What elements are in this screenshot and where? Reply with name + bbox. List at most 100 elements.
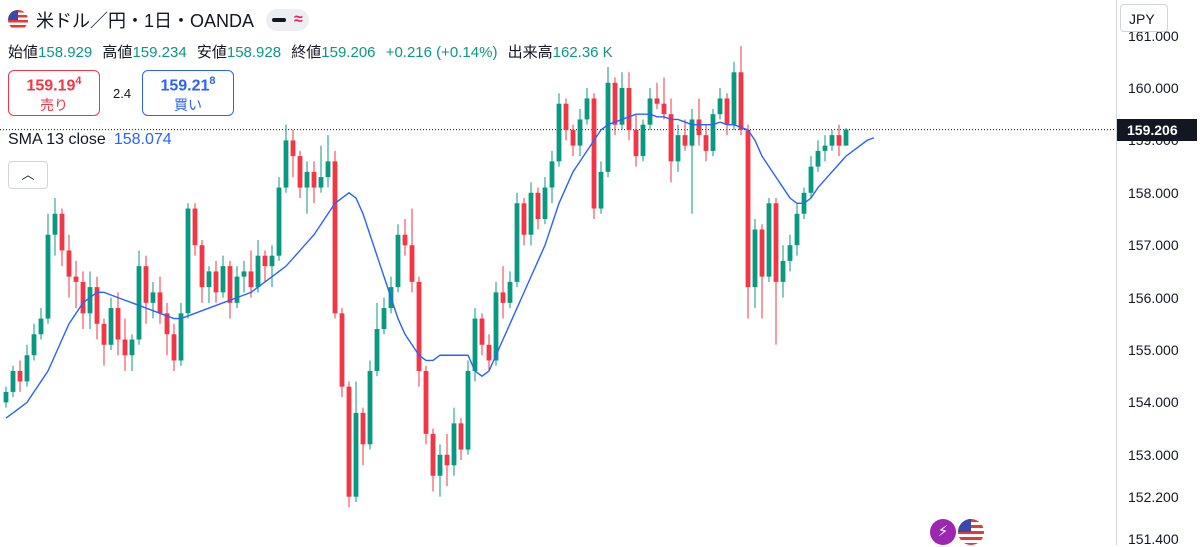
candle [304,161,310,214]
candle [731,61,737,130]
candle-body [689,119,695,146]
candle-body [633,129,639,157]
candle-body [528,192,534,235]
candle-body [444,454,450,466]
open-value: 158.929 [38,44,93,61]
buy-button[interactable]: 159.218 買い [142,70,234,116]
volume-value: 162.36 K [552,44,613,61]
candle-body [696,119,702,136]
buy-label: 買い [174,97,202,114]
price-tick-label: 155.000 [1128,342,1179,358]
candle [115,292,121,356]
candle [297,150,303,199]
candle-body [10,370,16,392]
candle [759,224,765,319]
candle-body [591,98,597,209]
candle [563,98,569,141]
candle [458,418,464,461]
candle-body [598,171,604,209]
candle-body [45,234,51,319]
us-flag-icon[interactable] [958,519,984,545]
candle [45,213,51,324]
candle-body [38,318,44,335]
candle [276,177,282,261]
candle-body [143,266,149,303]
lightning-icon[interactable]: ⚡ [930,519,956,545]
candle [171,323,177,371]
candle [241,260,247,293]
candle [157,276,163,324]
currency-button[interactable]: JPY [1120,4,1168,32]
candle [269,245,275,288]
price-tick-label: 151.400 [1128,530,1179,547]
candle [332,150,338,319]
price-axis-border [1116,0,1117,545]
candle-body [318,177,324,188]
candle [724,93,730,136]
buy-price: 159.21 [160,77,210,95]
candle-body [3,391,9,403]
candle [836,124,842,157]
sma-legend[interactable]: SMA 13 close 158.074 [8,131,172,149]
candle-body [269,255,275,267]
chevron-up-icon: ︿ [21,167,35,182]
candle-body [458,423,464,450]
high-label: 高値 [102,44,133,61]
candle [668,98,674,183]
candle [395,224,401,293]
candle [430,428,436,492]
candle-body [52,213,58,235]
candle-body [325,161,331,178]
candle-body [759,229,765,277]
candle-body [199,245,205,288]
candle [808,156,814,199]
candle [220,255,226,298]
candle [409,208,415,293]
candle [192,203,198,256]
collapse-legend-button[interactable]: ︿ [8,161,48,189]
sell-button[interactable]: 159.194 売り [8,70,100,116]
indicator-pill[interactable]: ≈ [266,9,309,31]
candle-body [507,281,513,303]
candle [521,198,527,246]
candle-body [31,334,37,356]
candle-body [808,166,814,193]
candle [10,365,16,398]
candle [745,124,751,319]
candle [577,108,583,157]
candle [213,260,219,303]
price-axis[interactable]: 151.400 152.200 153.000 154.000 155.000 156.0… [1117,0,1200,547]
candlestick-chart[interactable] [0,0,1116,545]
candle-body [241,271,247,277]
candle [416,276,422,387]
candle [598,161,604,214]
candle [626,72,632,141]
candle-body [402,234,408,246]
candle [752,219,758,309]
candle-body [430,433,436,476]
candle [178,302,184,366]
change-value: +0.216 (+0.14%) [385,44,498,61]
open-label: 始値 [8,44,39,61]
candle-body [304,171,310,188]
candle-body [661,103,667,115]
candle [199,239,205,303]
candle-body [234,276,240,303]
price-tick-label: 153.000 [1128,446,1179,463]
candle [87,271,93,330]
candle-body [178,313,184,361]
candle [682,119,688,151]
candle [773,198,779,345]
low-label: 安値 [196,44,227,61]
close-label: 終値 [291,44,322,61]
candle [829,129,835,151]
volume-label: 出来高 [507,44,553,61]
symbol-title[interactable]: 米ドル／円・1日・OANDA [36,11,255,31]
sell-label: 売り [40,97,68,114]
candle [31,323,37,361]
candle-body [171,334,177,361]
candle [255,239,261,293]
candle-body [542,187,548,219]
candle-body [745,129,751,288]
candle [542,177,548,225]
